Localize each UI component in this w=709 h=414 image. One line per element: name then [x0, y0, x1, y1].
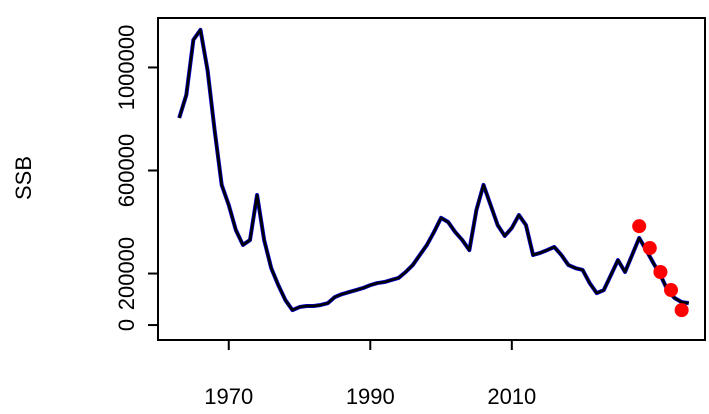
series-line — [178, 28, 689, 312]
y-tick-label: 0 — [114, 319, 139, 331]
y-tick-label: 200000 — [114, 237, 139, 310]
series-line — [177, 27, 690, 313]
projection-point — [664, 283, 679, 298]
x-tick-label: 2010 — [487, 384, 536, 409]
y-tick-label: 1000000 — [114, 25, 139, 111]
projection-point — [632, 219, 647, 234]
projection-point — [653, 264, 668, 279]
plot-box — [157, 17, 706, 341]
projection-point — [642, 241, 657, 256]
y-tick-label: 600000 — [114, 134, 139, 207]
y-axis-label: SSB — [11, 156, 36, 200]
projection-point — [674, 303, 689, 318]
x-tick-label: 1970 — [204, 384, 253, 409]
x-tick-label: 1990 — [346, 384, 395, 409]
